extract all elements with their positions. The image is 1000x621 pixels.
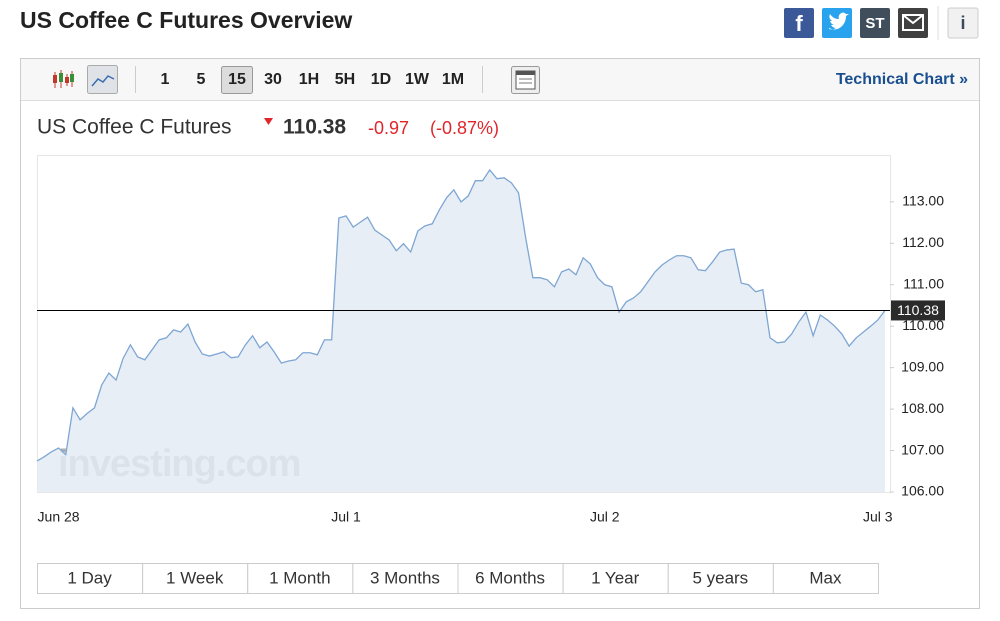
interval-button[interactable]: 5: [197, 71, 206, 88]
range-button[interactable]: 5 years: [667, 563, 774, 594]
range-button-bg: [772, 563, 879, 594]
last-price-tag: [891, 300, 945, 321]
range-button-label: 6 Months: [475, 568, 545, 587]
x-tick-label: Jul 2: [590, 509, 620, 525]
interval-label: 15: [228, 71, 246, 88]
range-button-bg: [142, 563, 249, 594]
down-arrow: [264, 118, 273, 125]
interval-button[interactable]: 30: [264, 71, 282, 88]
range-button-bg: [457, 563, 564, 594]
range-button-label: 1 Day: [67, 568, 112, 587]
y-tick-label: 112.00: [902, 234, 944, 250]
y-tick-label: 107.00: [901, 441, 944, 457]
interval-button[interactable]: 15: [221, 66, 253, 94]
range-button-bg: [352, 563, 459, 594]
interval-group: 1 5 15 30 1H 5H 1D 1W 1M: [161, 66, 464, 94]
range-button-bg: [562, 563, 669, 594]
range-button[interactable]: 1 Year: [562, 563, 669, 594]
interval-button[interactable]: 1H: [299, 71, 319, 88]
plot-border: [37, 155, 891, 493]
range-button-label: Max: [809, 568, 842, 587]
interval-label: 1M: [442, 71, 464, 88]
range-buttons: 1 Day 1 Week 1 Month 3 Months 6 Months 1 Year…: [37, 563, 879, 594]
y-tick-label: 109.00: [901, 358, 944, 374]
x-tick-label: Jul 3: [863, 509, 893, 525]
interval-button[interactable]: 1: [161, 71, 170, 88]
interval-label: 5H: [335, 71, 355, 88]
email-button[interactable]: [898, 8, 928, 38]
x-tick-label: Jun 28: [38, 509, 80, 525]
interval-label: 1W: [405, 71, 430, 88]
range-button-label: 1 Year: [591, 568, 640, 587]
range-button-label: 1 Week: [166, 568, 224, 587]
y-tick-label: 113.00: [902, 193, 944, 209]
stocktwits-label: ST: [865, 15, 884, 32]
range-button[interactable]: 6 Months: [457, 563, 564, 594]
interval-label: 30: [264, 71, 282, 88]
stocktwits-button[interactable]: ST: [860, 8, 890, 38]
toolbar: [21, 59, 979, 100]
range-button-label: 3 Months: [370, 568, 440, 587]
facebook-button[interactable]: f: [784, 8, 814, 38]
y-tick-label: 106.00: [901, 483, 944, 499]
interval-button[interactable]: 1W: [405, 71, 430, 88]
twitter-button[interactable]: [822, 8, 852, 38]
svg-text:i: i: [960, 13, 965, 33]
change: -0.97: [368, 118, 409, 138]
last-price: 110.38: [283, 116, 346, 139]
active-interval-bg: [221, 66, 253, 94]
interval-label: 1: [161, 71, 170, 88]
last-price-tag-label: 110.38: [897, 302, 939, 318]
interval-label: 1D: [371, 71, 391, 88]
y-tick-label: 111.00: [903, 275, 944, 291]
calendar-button[interactable]: [511, 66, 540, 94]
page-title: US Coffee C Futures Overview: [20, 7, 352, 33]
interval-button[interactable]: 1M: [442, 71, 464, 88]
range-button[interactable]: Max: [772, 563, 879, 594]
candlestick-button[interactable]: [53, 70, 74, 88]
technical-chart-link[interactable]: Technical Chart »: [836, 71, 968, 88]
line-chart-button[interactable]: [87, 65, 118, 94]
interval-button[interactable]: 1D: [371, 71, 391, 88]
interval-label: 5: [197, 71, 206, 88]
y-tick-label: 108.00: [901, 400, 944, 416]
range-button[interactable]: 1 Week: [142, 563, 249, 594]
instrument-name: US Coffee C Futures: [37, 116, 232, 139]
range-button-bg: [37, 563, 144, 594]
x-tick-label: Jul 1: [331, 509, 361, 525]
range-button[interactable]: 1 Day: [37, 563, 144, 594]
interval-button[interactable]: 5H: [335, 71, 355, 88]
range-button-label: 5 years: [692, 568, 748, 587]
plot: investing.com106.00107.00108.00109.00110…: [36, 155, 945, 525]
change-percent: (-0.87%): [430, 118, 499, 138]
range-button-bg: [667, 563, 774, 594]
price-area: [37, 169, 885, 493]
range-button-label: 1 Month: [269, 568, 330, 587]
range-button[interactable]: 3 Months: [352, 563, 459, 594]
interval-label: 1H: [299, 71, 319, 88]
y-tick-label: 110.00: [902, 317, 944, 333]
svg-text:f: f: [795, 11, 803, 36]
price-line: [36, 168, 886, 462]
info-button[interactable]: i: [947, 7, 979, 39]
range-button[interactable]: 1 Month: [247, 563, 354, 594]
